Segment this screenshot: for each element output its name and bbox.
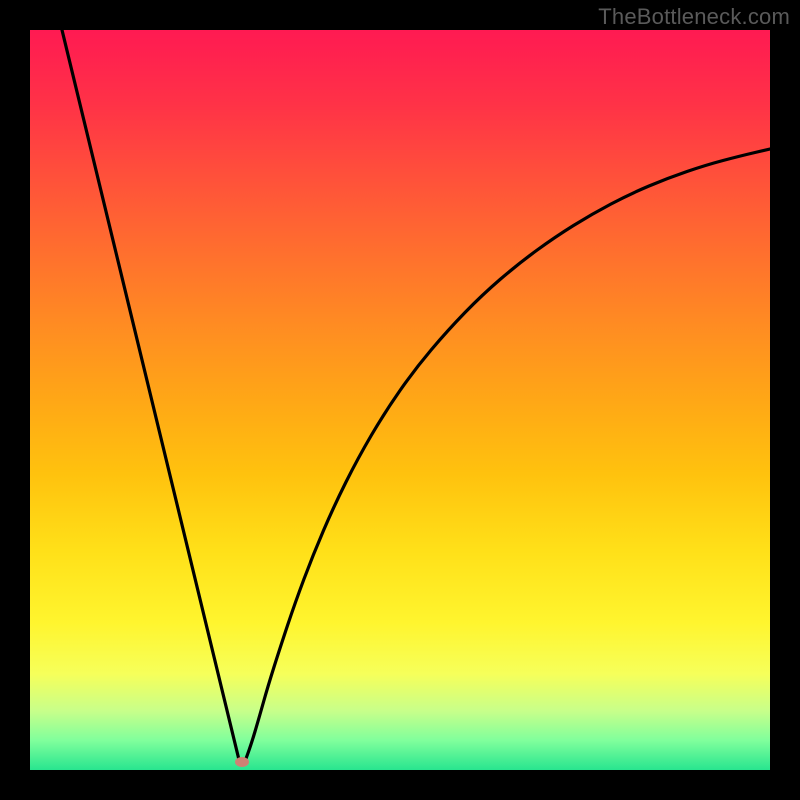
watermark-label: TheBottleneck.com bbox=[598, 4, 790, 30]
chart-frame: TheBottleneck.com bbox=[0, 0, 800, 800]
plot-area bbox=[30, 30, 770, 770]
optimum-marker bbox=[235, 757, 249, 767]
bottleneck-curve bbox=[30, 30, 770, 770]
